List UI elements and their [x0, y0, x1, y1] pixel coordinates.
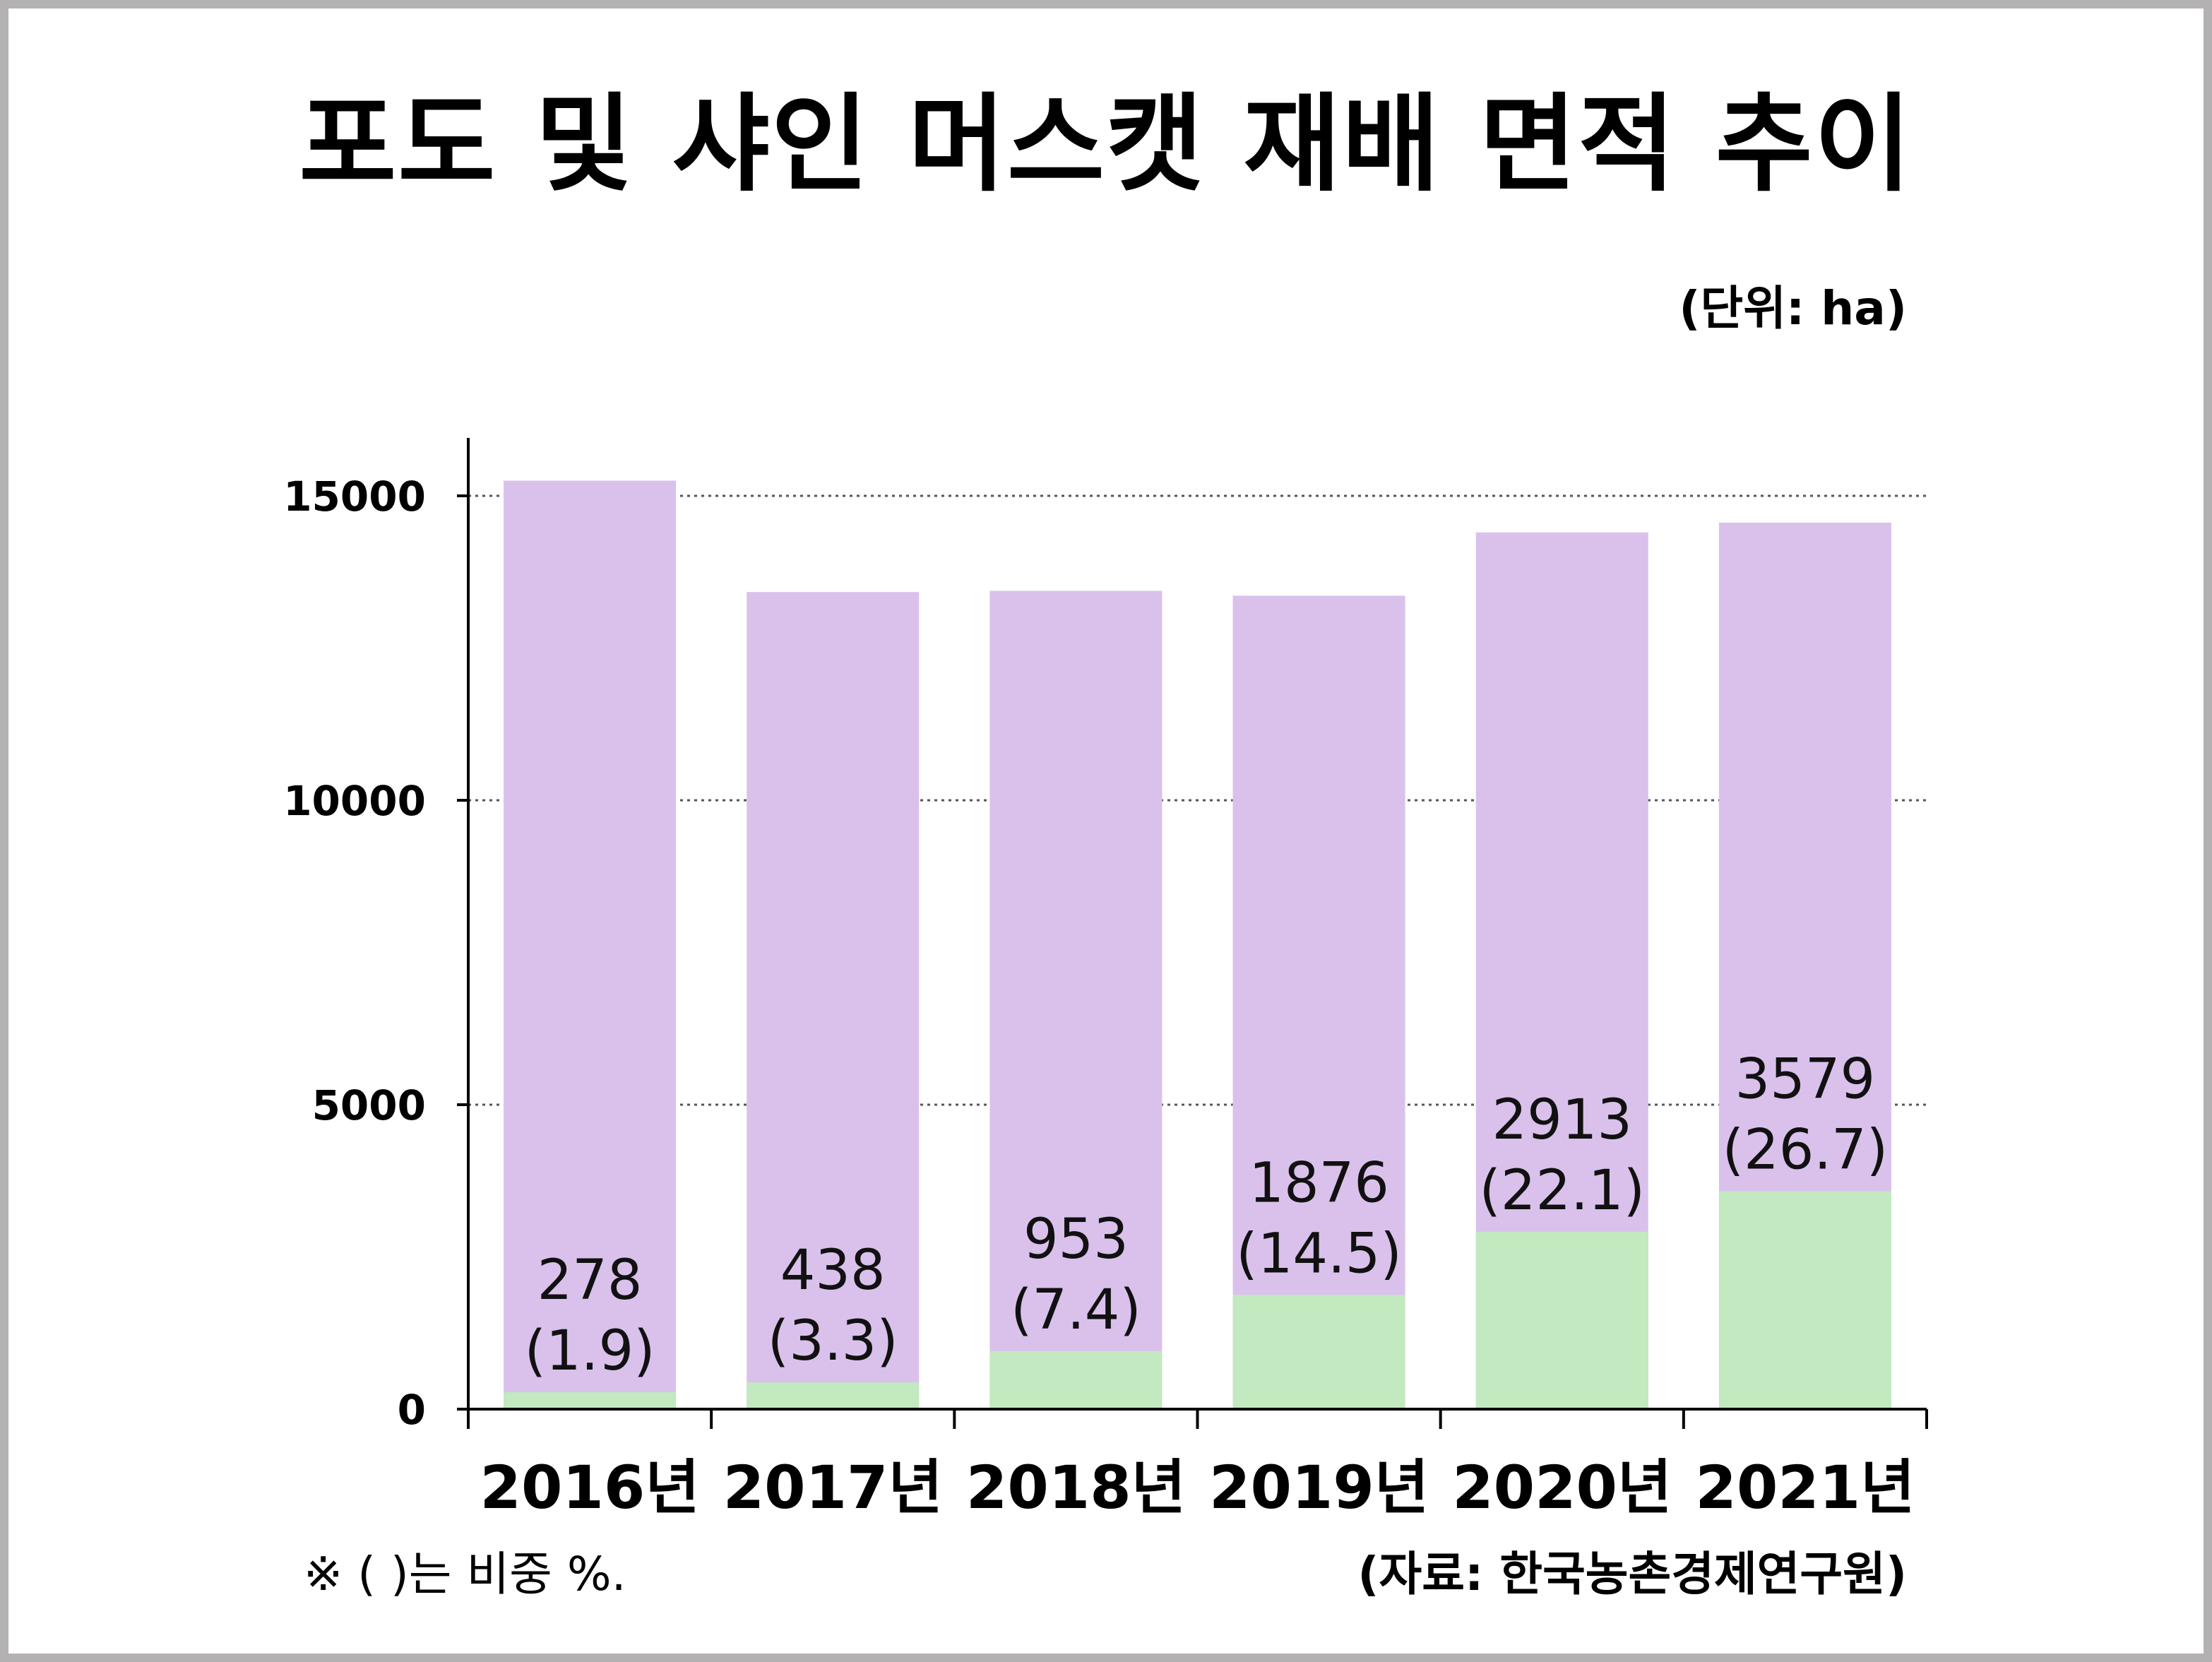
x-tick-label: 2018년	[966, 1453, 1186, 1522]
x-tick-label: 2019년	[1209, 1453, 1429, 1522]
bar-shine-muscat	[1475, 1231, 1648, 1409]
data-label-share: (7.4)	[1011, 1278, 1141, 1342]
data-label-share: (3.3)	[768, 1310, 898, 1373]
data-label-share: (22.1)	[1479, 1159, 1645, 1223]
bar-total-area	[1232, 595, 1405, 1410]
y-tick-label: 10000	[283, 777, 426, 825]
bar-shine-muscat	[1232, 1295, 1405, 1409]
x-tick-label: 2016년	[480, 1453, 700, 1522]
bar-shine-muscat	[1718, 1191, 1891, 1409]
bar-total-area	[747, 592, 920, 1409]
source-note: (자료: 한국농촌경제연구원)	[1357, 1547, 1907, 1601]
footnote: ※ ( )는 비중 %.	[304, 1547, 626, 1601]
data-label-share: (26.7)	[1723, 1118, 1889, 1182]
x-tick-label: 2017년	[723, 1453, 943, 1522]
chart-title: 포도 및 샤인 머스캣 재배 면적 추이	[299, 83, 1913, 206]
bar-total-area	[504, 480, 677, 1410]
data-label-value: 953	[1023, 1208, 1129, 1271]
data-label-value: 278	[537, 1249, 643, 1312]
data-label-share: (14.5)	[1236, 1222, 1402, 1286]
gridlines	[468, 494, 1927, 1106]
unit-label: (단위: ha)	[1679, 281, 1907, 336]
data-label-value: 1876	[1249, 1151, 1389, 1215]
data-label-value: 3579	[1735, 1047, 1876, 1111]
bar-total-area	[989, 590, 1163, 1410]
bars	[504, 480, 1891, 1410]
bar-shine-muscat	[747, 1382, 920, 1409]
bar-shine-muscat	[989, 1351, 1163, 1409]
y-tick-label: 15000	[283, 473, 426, 521]
y-tick-label: 0	[398, 1386, 426, 1434]
data-label-share: (1.9)	[525, 1319, 655, 1383]
data-label-value: 2913	[1492, 1088, 1632, 1152]
data-label-value: 438	[780, 1239, 886, 1302]
axes: 0 5000 10000 15000 2016년 2017년 2018년 2019년 2020년…	[283, 438, 1928, 1522]
x-tick-label: 2021년	[1695, 1453, 1915, 1522]
x-tick-label: 2020년	[1452, 1453, 1672, 1522]
bar-shine-muscat	[504, 1392, 677, 1409]
data-labels: 278 (1.9) 438 (3.3) 953 (7.4) 1876 (14.5) 2913 (2…	[525, 1047, 1889, 1383]
y-tick-label: 5000	[312, 1081, 426, 1129]
